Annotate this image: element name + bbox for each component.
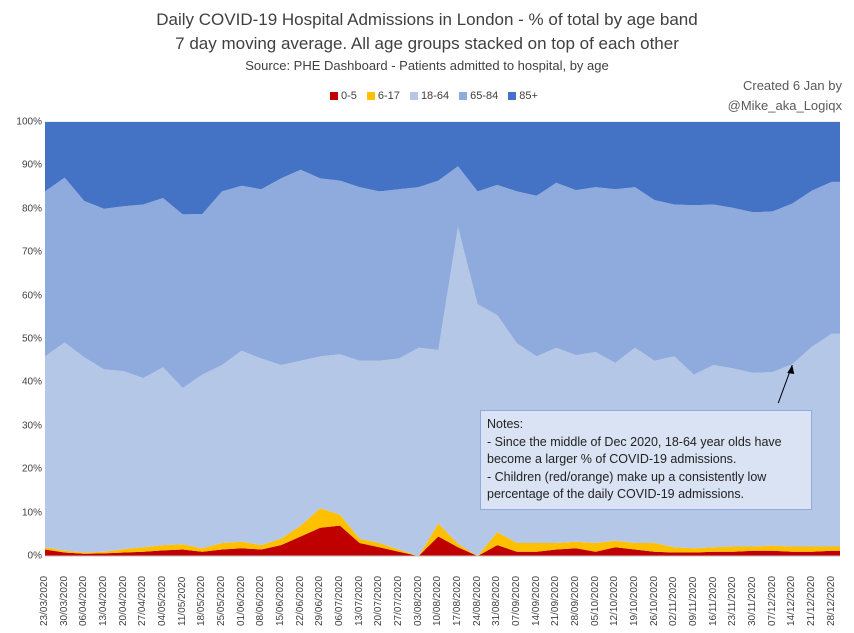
notes-box: Notes: - Since the middle of Dec 2020, 1… — [480, 410, 812, 510]
legend-swatch — [409, 92, 418, 100]
x-tick-label: 07/12/2020 — [766, 575, 778, 626]
x-tick-label: 10/08/2020 — [432, 575, 444, 626]
x-tick-label: 22/06/2020 — [294, 575, 306, 626]
x-tick-label: 06/04/2020 — [78, 575, 90, 626]
credit-note: Created 6 Jan by @Mike_aka_Logiqx — [728, 76, 842, 116]
x-tick-label: 28/09/2020 — [569, 575, 581, 626]
x-tick-label: 11/05/2020 — [176, 576, 188, 626]
x-tick-label: 14/12/2020 — [786, 575, 798, 626]
y-tick-label: 30% — [21, 420, 42, 432]
legend-label: 6-17 — [377, 90, 400, 102]
chart-source: Source: PHE Dashboard - Patients admitte… — [245, 58, 609, 73]
x-tick-label: 21/12/2020 — [805, 575, 817, 626]
x-tick-label: 21/09/2020 — [550, 575, 562, 626]
x-tick-label: 17/08/2020 — [451, 575, 463, 626]
x-tick-label: 29/06/2020 — [314, 575, 326, 626]
x-tick-label: 25/05/2020 — [215, 575, 227, 626]
x-tick-label: 20/04/2020 — [117, 575, 129, 626]
legend-label: 0-5 — [341, 90, 357, 102]
legend-item-18-64: 18-64 — [409, 90, 450, 102]
x-tick-label: 16/11/2020 — [707, 576, 719, 626]
x-tick-label: 23/03/2020 — [39, 575, 50, 626]
legend-item-6-17: 6-17 — [366, 90, 400, 102]
x-tick-label: 27/04/2020 — [137, 575, 149, 626]
area-series-85-plus — [45, 122, 840, 215]
x-tick-label: 13/07/2020 — [353, 575, 365, 626]
credit-line-1: Created 6 Jan by — [742, 78, 842, 93]
area-series-6-17 — [45, 508, 840, 556]
annotation-arrowhead — [787, 365, 795, 375]
legend-swatch — [459, 92, 468, 100]
y-tick-label: 10% — [21, 507, 42, 519]
y-tick-label: 40% — [21, 376, 42, 388]
x-tick-label: 14/09/2020 — [530, 575, 542, 626]
legend-item-65-84: 65-84 — [459, 90, 498, 102]
area-series-0-5 — [45, 525, 840, 556]
x-tick-label: 24/08/2020 — [471, 575, 483, 626]
legend-item-85-plus: 85+ — [508, 90, 538, 102]
x-tick-label: 06/07/2020 — [333, 575, 345, 626]
legend-label: 85+ — [519, 90, 538, 102]
x-tick-label: 08/06/2020 — [255, 575, 267, 626]
y-tick-label: 90% — [21, 159, 42, 171]
x-tick-label: 05/10/2020 — [589, 575, 601, 626]
x-tick-label: 19/10/2020 — [628, 575, 640, 626]
x-tick-label: 28/12/2020 — [825, 575, 837, 626]
x-tick-label: 04/05/2020 — [156, 575, 168, 626]
x-tick-label: 26/10/2020 — [648, 575, 660, 626]
legend-swatch — [366, 92, 375, 100]
x-tick-label: 30/03/2020 — [58, 575, 70, 626]
legend-label: 18-64 — [420, 90, 450, 102]
y-tick-label: 70% — [21, 246, 42, 258]
y-tick-label: 80% — [21, 203, 42, 215]
x-tick-label: 01/06/2020 — [235, 575, 247, 626]
legend: 0-5 6-17 18-64 65-84 85+ — [330, 90, 538, 102]
chart-subtitle: 7 day moving average. All age groups sta… — [175, 34, 679, 53]
legend-label: 65-84 — [470, 90, 499, 102]
notes-line-1: - Since the middle of Dec 2020, 18-64 ye… — [487, 434, 782, 449]
x-tick-label: 02/11/2020 — [668, 576, 680, 626]
y-tick-label: 100% — [16, 116, 42, 128]
y-tick-label: 0% — [27, 550, 42, 562]
x-tick-label: 12/10/2020 — [609, 575, 621, 626]
x-tick-label: 09/11/2020 — [687, 576, 699, 626]
y-tick-label: 20% — [21, 463, 42, 475]
credit-line-2: @Mike_aka_Logiqx — [727, 98, 842, 113]
legend-swatch — [330, 92, 338, 100]
legend-item-0-5: 0-5 — [330, 90, 357, 102]
y-tick-label: 50% — [21, 333, 42, 345]
x-tick-label: 13/04/2020 — [97, 575, 109, 626]
x-tick-label: 31/08/2020 — [491, 575, 503, 626]
x-tick-label: 23/11/2020 — [727, 576, 739, 626]
y-tick-label: 60% — [21, 290, 42, 302]
notes-line-2: become a larger % of COVID-19 admissions… — [487, 452, 737, 466]
x-tick-label: 27/07/2020 — [392, 575, 404, 626]
notes-line-4: percentage of the daily COVID-19 admissi… — [487, 487, 745, 501]
chart-title: Daily COVID-19 Hospital Admissions in Lo… — [156, 10, 698, 29]
x-tick-label: 15/06/2020 — [274, 575, 286, 626]
x-tick-label: 30/11/2020 — [746, 576, 758, 626]
notes-line-3: - Children (red/orange) make up a consis… — [487, 469, 767, 484]
legend-swatch — [508, 92, 517, 100]
x-tick-label: 20/07/2020 — [373, 575, 385, 626]
x-tick-label: 07/09/2020 — [510, 575, 522, 626]
notes-heading: Notes: — [487, 417, 524, 431]
area-series-65-84 — [45, 166, 840, 388]
x-tick-label: 18/05/2020 — [196, 575, 208, 626]
x-tick-label: 03/08/2020 — [412, 575, 424, 626]
